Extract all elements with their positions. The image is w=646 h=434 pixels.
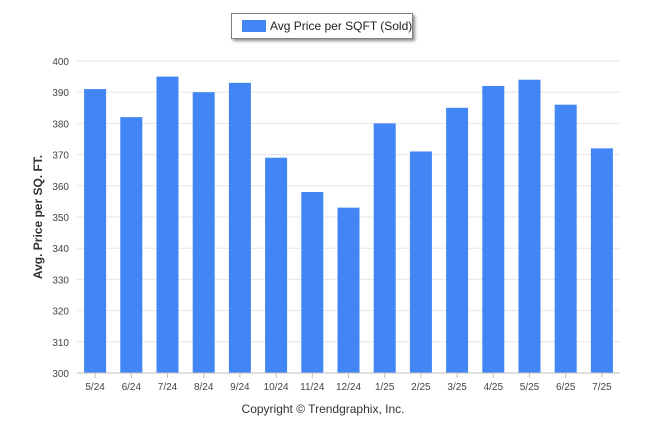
legend[interactable]: Avg Price per SQFT (Sold) [231,13,413,39]
x-tick-label: 12/24 [336,382,361,393]
x-tick-label: 7/24 [158,382,178,393]
bar[interactable] [156,76,179,373]
x-tick-label: 11/24 [300,382,325,393]
copyright-text: Copyright © Trendgraphix, Inc. [241,402,405,416]
y-tick-labels: 300 310 320 330 340 350 360 370 380 390 400 [52,57,69,380]
y-tick-label: 380 [52,119,69,130]
y-tick-label: 350 [52,213,69,224]
x-tick-label: 9/24 [230,382,250,393]
y-tick-label: 340 [52,244,69,255]
x-tick-label: 6/24 [122,382,142,393]
x-tick-label: 3/25 [447,382,467,393]
bar[interactable] [265,157,288,373]
bar[interactable] [482,85,505,374]
y-tick-label: 300 [52,369,69,380]
bar[interactable] [84,89,107,373]
axes [77,372,620,378]
bar[interactable] [373,123,396,374]
x-tick-labels: 5/24 6/24 7/24 8/24 9/24 10/24 11/24 12/24 1/25 2… [85,382,612,393]
legend-label: Avg Price per SQFT (Sold) [270,19,413,33]
y-tick-label: 310 [52,338,69,349]
x-tick-label: 7/25 [592,382,612,393]
bar[interactable] [518,79,541,373]
bar[interactable] [409,151,432,373]
bar[interactable] [337,207,360,373]
legend-swatch [242,20,266,32]
bars [84,76,613,374]
y-tick-label: 370 [52,151,69,162]
x-tick-label: 1/25 [375,382,395,393]
x-tick-label: 6/25 [556,382,576,393]
bar[interactable] [301,192,324,373]
bar[interactable] [192,92,215,373]
bar[interactable] [120,117,143,373]
y-axis-label: Avg. Price per SQ. FT. [31,155,45,279]
y-tick-label: 360 [52,182,69,193]
x-tick-label: 5/24 [85,382,105,393]
bar[interactable] [590,148,613,373]
bar[interactable] [228,82,251,373]
y-tick-label: 400 [52,57,69,68]
x-tick-label: 8/24 [194,382,214,393]
x-tick-label: 5/25 [520,382,540,393]
x-tick-label: 10/24 [264,382,289,393]
bar[interactable] [446,107,469,374]
x-tick-label: 4/25 [484,382,504,393]
y-tick-label: 330 [52,275,69,286]
y-tick-label: 320 [52,307,69,318]
y-tick-label: 390 [52,88,69,99]
bar[interactable] [554,104,577,374]
x-tick-label: 2/25 [411,382,431,393]
